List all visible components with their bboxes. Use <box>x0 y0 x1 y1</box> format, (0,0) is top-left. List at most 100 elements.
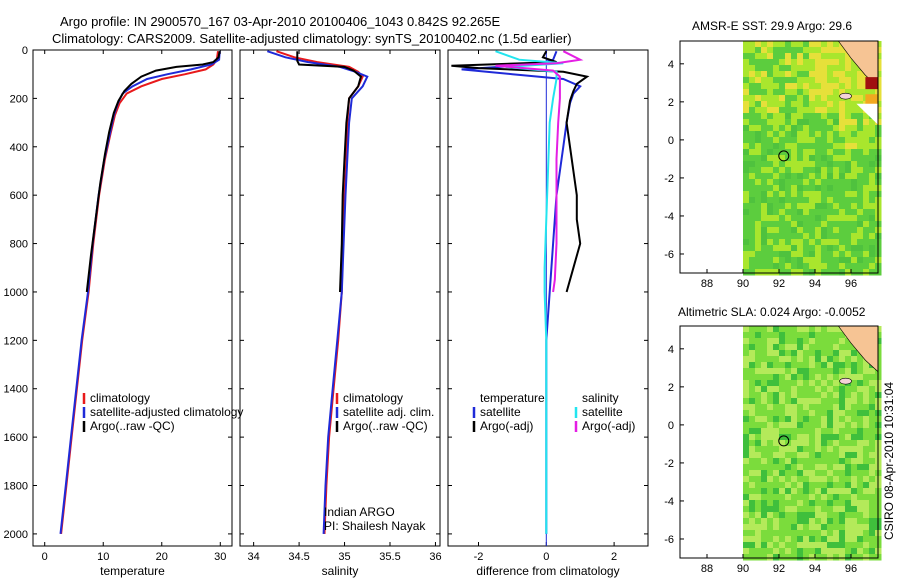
map-cell <box>779 536 786 543</box>
map-cell <box>869 536 876 543</box>
map-cell <box>791 65 798 72</box>
map-cell <box>803 221 810 228</box>
map-y-tick-label: -4 <box>664 496 674 508</box>
map-cell <box>809 137 816 144</box>
map-cell <box>821 416 828 423</box>
map-cell <box>839 512 846 519</box>
map-cell <box>767 482 774 489</box>
map-cell <box>821 380 828 387</box>
map-cell <box>845 209 852 216</box>
map-cell <box>863 221 870 228</box>
map-cell <box>821 125 828 132</box>
map-cell <box>779 233 786 240</box>
map-cell <box>809 59 816 66</box>
map-cell <box>797 452 804 459</box>
map-cell <box>791 374 798 381</box>
map-cell <box>863 368 870 375</box>
map-cell <box>821 119 828 126</box>
map-cell <box>755 422 762 429</box>
map-cell <box>827 554 834 561</box>
map-cell <box>761 374 768 381</box>
series-line-0 <box>461 50 582 534</box>
map-cell <box>761 203 768 210</box>
map-cell <box>755 404 762 411</box>
map-cell <box>845 59 852 66</box>
map-cell <box>791 95 798 102</box>
map-cell <box>857 119 864 126</box>
map-cell <box>761 83 768 90</box>
series-line-1 <box>451 50 590 293</box>
map-cell <box>815 263 822 270</box>
plot-frame <box>239 49 441 547</box>
map-cell <box>785 257 792 264</box>
map-cell <box>773 398 780 405</box>
map-cell <box>833 458 840 465</box>
map-cell <box>791 131 798 138</box>
map-cell <box>815 374 822 381</box>
map-cell <box>869 434 876 441</box>
map-cell <box>749 338 756 345</box>
map-cell <box>761 476 768 483</box>
map-y-tick-label: 4 <box>668 344 674 356</box>
map-cell <box>797 197 804 204</box>
map-cell <box>779 59 786 66</box>
map-cell <box>797 494 804 501</box>
map-cell <box>797 554 804 561</box>
map-cell <box>791 416 798 423</box>
map-cell <box>851 548 858 555</box>
map-cell <box>773 536 780 543</box>
map-cell <box>869 440 876 447</box>
map-cell <box>815 326 822 333</box>
legend-climatology-label: climatology <box>343 391 403 405</box>
map-cell <box>863 512 870 519</box>
map-cell <box>749 536 756 543</box>
map-cell <box>833 434 840 441</box>
map-cell <box>797 167 804 174</box>
map-cell <box>821 476 828 483</box>
map-cell <box>851 536 858 543</box>
map-cell <box>809 173 816 180</box>
map-cell <box>767 65 774 72</box>
map-cell <box>749 167 756 174</box>
map-cell <box>791 494 798 501</box>
map-cell <box>779 149 786 156</box>
map-cell <box>809 542 816 549</box>
map-cell <box>833 227 840 234</box>
map-cell <box>827 101 834 108</box>
missing-data-area <box>856 103 878 125</box>
map-cell <box>845 251 852 258</box>
map-cell <box>755 482 762 489</box>
map-cell <box>797 83 804 90</box>
map-cell <box>851 398 858 405</box>
map-cell <box>821 500 828 507</box>
map-cell <box>797 422 804 429</box>
y-tick-label: 200 <box>10 93 28 105</box>
map-cell <box>785 380 792 387</box>
map-cell <box>791 326 798 333</box>
map-cell <box>857 173 864 180</box>
map-cell <box>761 221 768 228</box>
map-cell <box>803 263 810 270</box>
map-cell <box>779 542 786 549</box>
map-cell <box>755 434 762 441</box>
map-cell <box>839 500 846 507</box>
map-cell <box>809 245 816 252</box>
island <box>839 377 852 385</box>
map-cell <box>743 203 750 210</box>
map-cell <box>827 434 834 441</box>
map-cell <box>839 233 846 240</box>
map-cell <box>827 215 834 222</box>
map-cell <box>779 77 786 84</box>
map-cell <box>749 506 756 513</box>
map-cell <box>779 434 786 441</box>
map-cell <box>809 524 816 531</box>
map-cell <box>803 101 810 108</box>
map-cell <box>851 179 858 186</box>
map-cell <box>857 410 864 417</box>
map-cell <box>815 494 822 501</box>
map-cell <box>809 179 816 186</box>
map-cell <box>851 494 858 501</box>
map-cell <box>743 470 750 477</box>
map-cell <box>743 350 750 357</box>
map-cell <box>791 356 798 363</box>
